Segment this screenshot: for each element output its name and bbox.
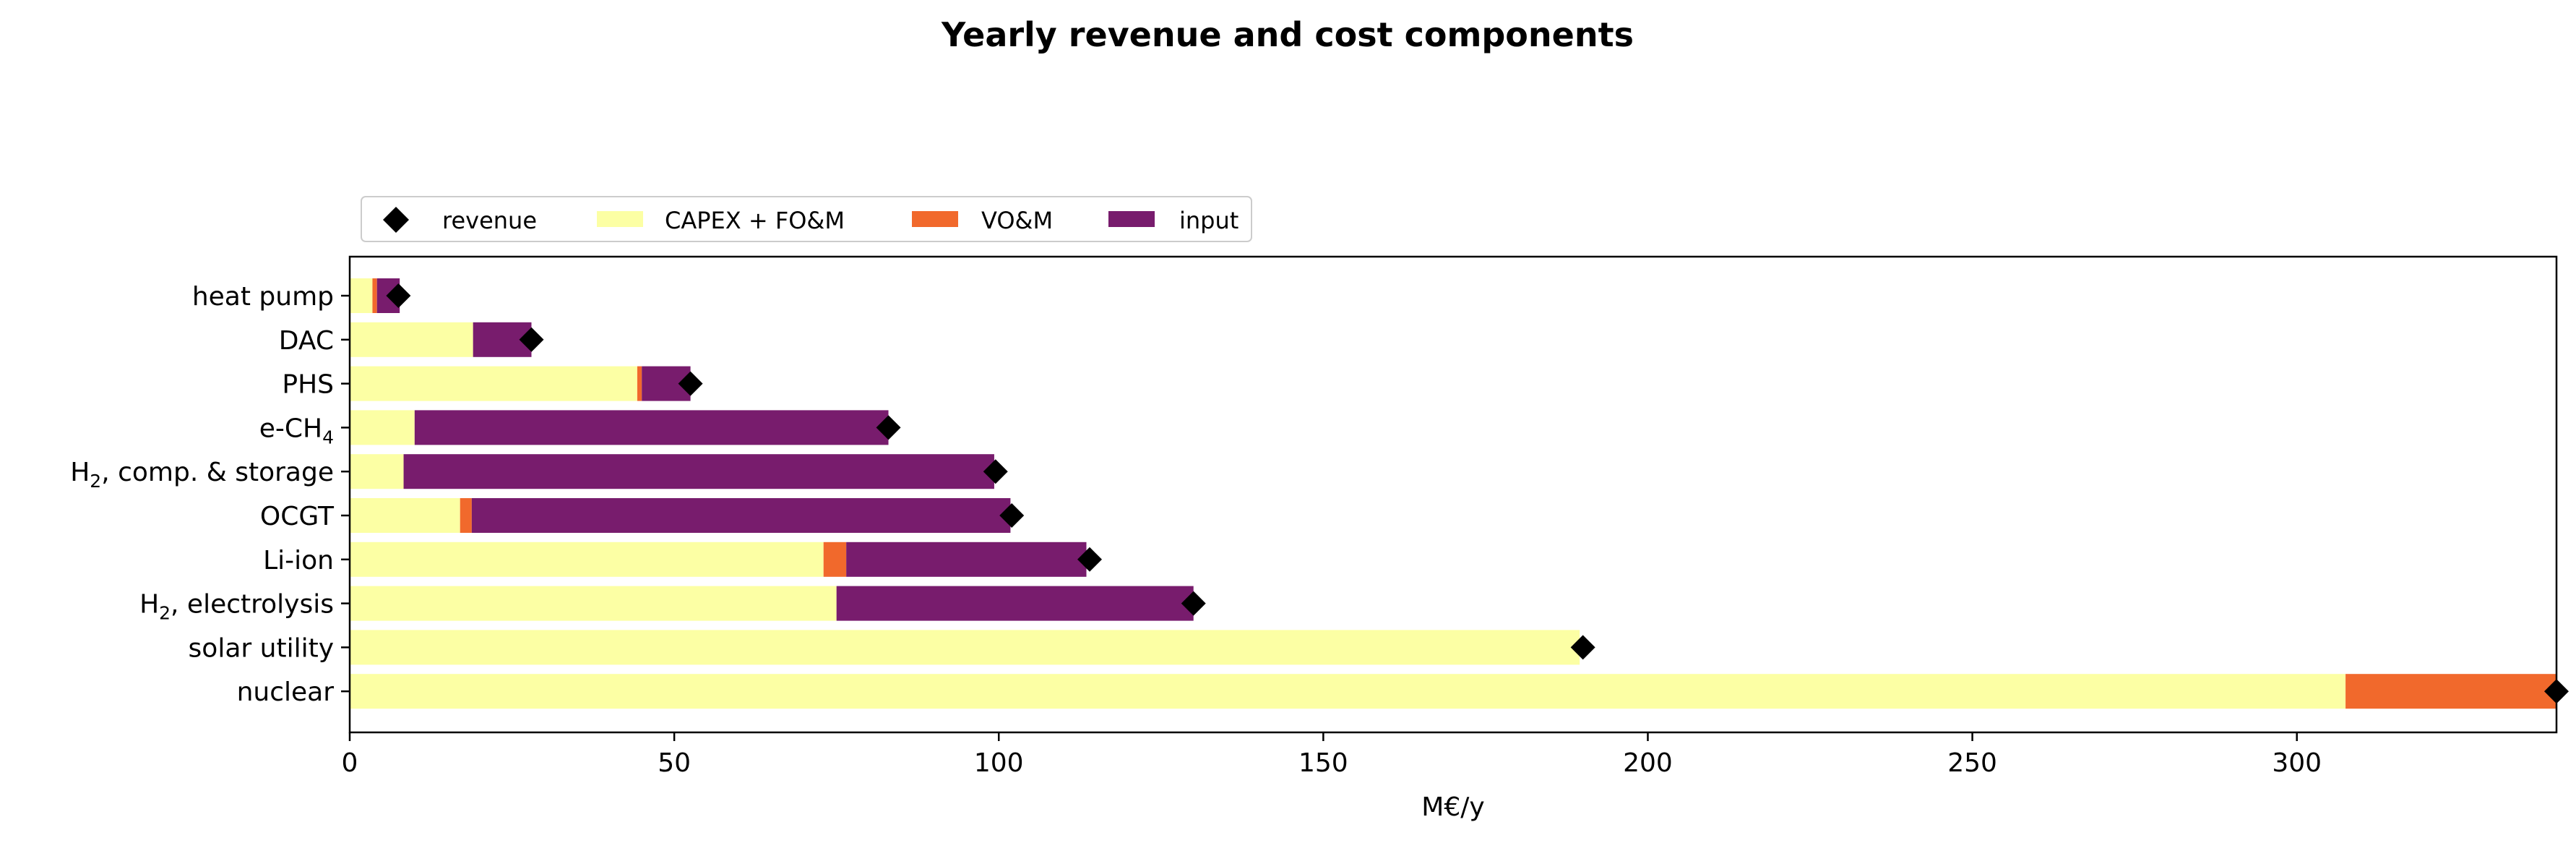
y-tick-label-phs: PHS	[282, 370, 334, 400]
legend-revenue-label: revenue	[442, 207, 537, 234]
x-tick-label-50: 50	[658, 748, 691, 778]
bar-capex-fo-m-solar-utility	[350, 630, 1580, 665]
bar-input-ocgt	[471, 498, 1011, 533]
bar-capex-fo-m-phs	[350, 366, 637, 401]
bars-layer	[350, 278, 2556, 709]
x-tick-label-200: 200	[1623, 748, 1673, 778]
y-tick-label-e-ch4: e-CH4	[259, 414, 334, 448]
bar-input-h2-comp-storage	[403, 454, 994, 489]
bar-capex-fo-m-nuclear	[350, 674, 2346, 709]
bar-vo-m-phs	[637, 366, 642, 401]
y-tick-label-h2-comp-storage: H2, comp. & storage	[70, 458, 334, 492]
bar-capex-fo-m-ocgt	[350, 498, 460, 533]
bar-capex-fo-m-li-ion	[350, 542, 824, 577]
y-tick-label-li-ion: Li-ion	[263, 546, 334, 575]
legend-input-label: input	[1179, 207, 1239, 234]
legend-revenue-marker	[383, 207, 409, 233]
x-tick-label-300: 300	[2272, 748, 2322, 778]
bar-capex-fo-m-heat-pump	[350, 278, 373, 313]
x-tick-label-100: 100	[974, 748, 1024, 778]
x-axis: 0 50 100 150 200 250 300	[342, 732, 2322, 778]
bar-input-h2-electrolysis	[836, 586, 1194, 621]
bar-input-li-ion	[846, 542, 1087, 577]
revenue-marker-e-ch4	[876, 415, 901, 440]
revenue-marker-h2-comp-storage	[983, 459, 1008, 484]
chart-title: Yearly revenue and cost components	[941, 15, 1634, 54]
revenue-marker-li-ion	[1077, 547, 1102, 572]
bar-input-e-ch4	[414, 410, 889, 445]
y-tick-label-dac: DAC	[279, 326, 334, 356]
legend-vom-swatch	[912, 211, 958, 227]
bar-capex-fo-m-dac	[350, 322, 473, 357]
revenue-marker-phs	[678, 371, 703, 396]
legend-capex-swatch	[597, 211, 643, 227]
bar-vo-m-li-ion	[823, 542, 847, 577]
revenue-marker-dac	[519, 327, 544, 352]
bar-vo-m-heat-pump	[372, 278, 377, 313]
y-tick-label-ocgt: OCGT	[260, 502, 335, 531]
revenue-marker-solar-utility	[1570, 635, 1595, 660]
revenue-marker-ocgt	[999, 503, 1025, 528]
y-tick-label-solar-utility: solar utility	[189, 633, 334, 663]
y-axis: heat pump DAC PHS e-CH4 H2, comp. & storage O…	[70, 282, 350, 707]
bar-vo-m-ocgt	[460, 498, 472, 533]
legend: revenue CAPEX + FO&M VO&M input	[361, 196, 1252, 242]
y-tick-label-nuclear: nuclear	[237, 677, 335, 707]
y-tick-label-heat-pump: heat pump	[192, 282, 334, 312]
x-axis-label: M€/y	[1421, 792, 1484, 822]
x-tick-label-150: 150	[1298, 748, 1348, 778]
bar-capex-fo-m-e-ch4	[350, 410, 415, 445]
x-tick-label-250: 250	[1947, 748, 1997, 778]
revenue-marker-h2-electrolysis	[1181, 591, 1206, 616]
y-tick-label-h2-electrolysis: H2, electrolysis	[139, 590, 334, 624]
bar-capex-fo-m-h2-comp-storage	[350, 454, 404, 489]
legend-vom-label: VO&M	[981, 207, 1053, 234]
bar-vo-m-nuclear	[2345, 674, 2556, 709]
x-tick-label-0: 0	[342, 748, 358, 778]
legend-frame	[361, 196, 1252, 242]
legend-input-swatch	[1108, 211, 1155, 227]
plot-frame	[348, 255, 2558, 734]
revenue-marker-heat-pump	[386, 283, 411, 308]
bar-capex-fo-m-h2-electrolysis	[350, 586, 837, 621]
legend-capex-label: CAPEX + FO&M	[665, 207, 845, 234]
